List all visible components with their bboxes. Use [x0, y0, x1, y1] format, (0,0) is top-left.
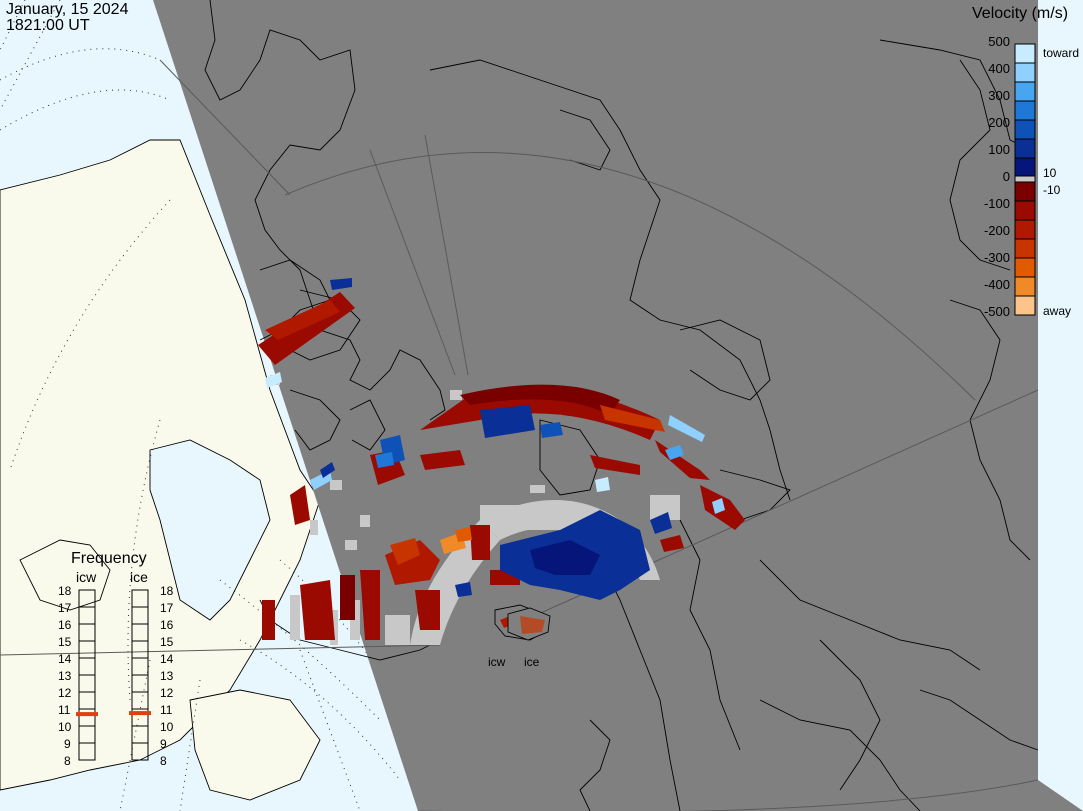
freq-tick-ice: 13	[160, 669, 174, 683]
colorbar-away-7	[1014, 295, 1036, 316]
velocity-tick: 200	[988, 115, 1010, 130]
velocity-colorbar	[1014, 43, 1036, 316]
freq-tick-icw: 18	[58, 584, 72, 598]
colorbar-toward-5	[1014, 119, 1036, 140]
plot-time: 1821:00 UT	[6, 17, 90, 34]
freq-tick-icw: 13	[58, 669, 72, 683]
colorbar-away-2	[1014, 200, 1036, 221]
frequency-radar-icw: icw	[76, 569, 97, 585]
freq-tick-ice: 11	[160, 703, 173, 717]
velocity-toward-cells	[265, 278, 725, 600]
frequency-title: Frequency	[71, 550, 147, 567]
freq-tick-icw: 15	[58, 635, 72, 649]
radar-site-fill	[520, 616, 545, 634]
freq-tick-ice: 18	[160, 584, 174, 598]
velocity-tick: -500	[983, 304, 1010, 319]
velocity-tick: 0	[1002, 169, 1010, 184]
frequency-marker-icw	[76, 712, 98, 717]
velocity-tick: -200	[983, 223, 1010, 238]
land-south	[189, 689, 321, 801]
velocity-tick: 500	[988, 34, 1010, 49]
land-labrador	[149, 439, 271, 621]
velocity-scale-title: Velocity (m/s)	[972, 5, 1069, 22]
freq-tick-ice: 16	[160, 618, 174, 632]
colorbar-away-4	[1014, 238, 1036, 259]
frequency-scale-ice	[131, 589, 149, 761]
colorbar-away-3	[1014, 219, 1036, 240]
freq-tick-icw: 11	[58, 703, 71, 717]
freq-tick-ice: 9	[160, 737, 167, 751]
freq-tick-icw: 10	[58, 720, 72, 734]
freq-tick-ice: 14	[160, 652, 174, 666]
freq-tick-icw: 16	[58, 618, 72, 632]
colorbar-toward-1	[1014, 43, 1036, 64]
velocity-tick: 100	[988, 142, 1010, 157]
nightside-corner	[1038, 780, 1083, 811]
velocity-label-away: away	[1043, 304, 1072, 318]
velocity-tick: -100	[983, 196, 1010, 211]
freq-tick-icw: 9	[64, 737, 71, 751]
colorbar-away-1	[1014, 181, 1036, 202]
colorbar-away-6	[1014, 276, 1036, 297]
radar-label-icw: icw	[488, 655, 506, 669]
freq-tick-icw: 12	[58, 686, 72, 700]
velocity-label-minus10: -10	[1043, 183, 1061, 197]
colorbar-toward-3	[1014, 81, 1036, 102]
colorbar-toward-7	[1014, 157, 1036, 177]
colorbar-toward-2	[1014, 62, 1036, 83]
colorbar-toward-4	[1014, 100, 1036, 121]
colorbar-zero	[1014, 175, 1036, 183]
colorbar-toward-6	[1014, 138, 1036, 159]
frequency-scale-icw	[78, 589, 96, 761]
freq-tick-icw: 17	[58, 601, 72, 615]
freq-tick-ice: 17	[160, 601, 174, 615]
radar-label-ice: ice	[524, 655, 540, 669]
velocity-tick: -300	[983, 250, 1010, 265]
freq-tick-ice: 12	[160, 686, 174, 700]
velocity-tick: -400	[983, 277, 1010, 292]
frequency-marker-ice	[129, 711, 151, 716]
velocity-tick: 300	[988, 88, 1010, 103]
freq-tick-ice: 10	[160, 720, 174, 734]
velocity-tick: 400	[988, 61, 1010, 76]
freq-tick-icw: 8	[64, 754, 71, 768]
land-islands	[19, 539, 111, 611]
velocity-label-plus10: 10	[1043, 166, 1057, 180]
freq-tick-ice: 8	[160, 754, 167, 768]
freq-tick-icw: 14	[58, 652, 72, 666]
frequency-radar-ice: ice	[130, 569, 148, 585]
plot-date: January, 15 2024	[6, 1, 129, 18]
freq-tick-ice: 15	[160, 635, 174, 649]
colorbar-away-5	[1014, 257, 1036, 278]
velocity-label-toward: toward	[1043, 46, 1080, 60]
